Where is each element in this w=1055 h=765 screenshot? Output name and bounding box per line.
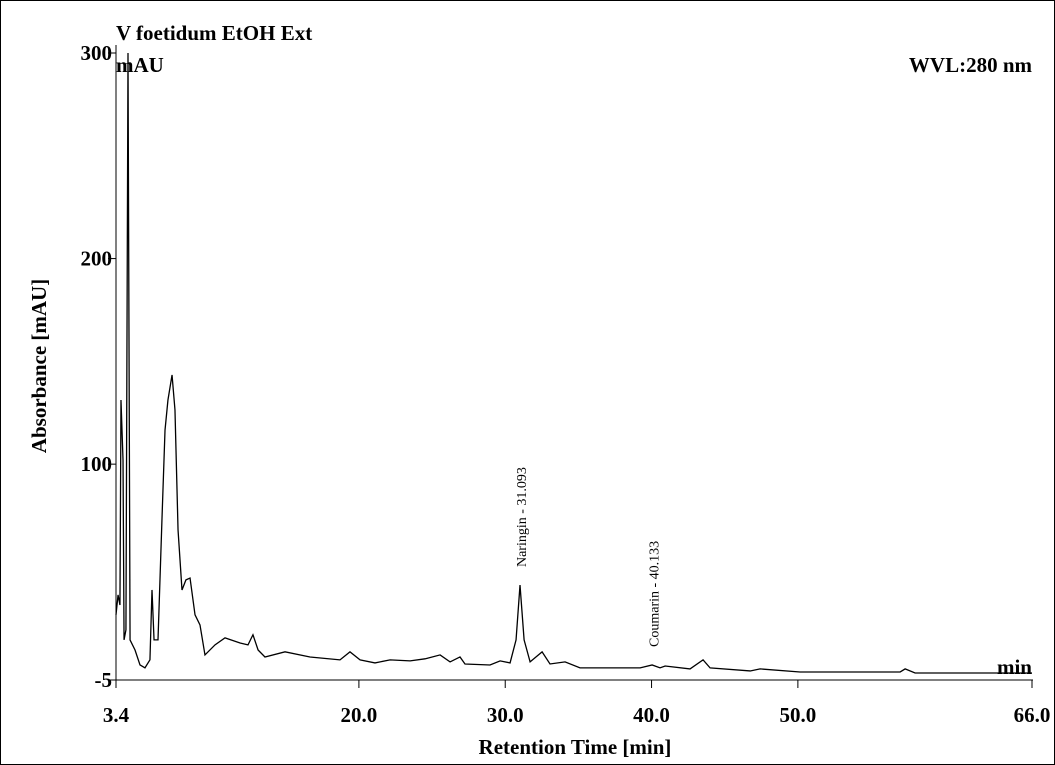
x-tick-label: 40.0	[633, 703, 670, 727]
y-tick-label: -5	[95, 668, 113, 692]
y-tick-label: 300	[81, 41, 113, 65]
x-unit: min	[997, 655, 1032, 679]
x-tick-label: 30.0	[487, 703, 524, 727]
peak-annotation: Naringin - 31.093	[515, 467, 530, 567]
wavelength: WVL:280 nm	[909, 53, 1033, 77]
y-tick-label: 200	[81, 247, 113, 271]
trace	[115, 52, 1032, 674]
x-tick-label: 66.0	[1014, 703, 1051, 727]
x-tick-label: 3.4	[103, 703, 130, 727]
peak-annotation: Coumarin - 40.133	[647, 541, 662, 647]
y-axis-label: Absorbance [mAU]	[27, 279, 51, 453]
chart-title: V foetidum EtOH Ext	[116, 21, 312, 45]
x-tick-label: 50.0	[780, 703, 817, 727]
y-unit: mAU	[116, 53, 164, 77]
y-tick-label: 100	[81, 452, 113, 476]
x-tick-label: 20.0	[341, 703, 378, 727]
x-axis-label: Retention Time [min]	[479, 735, 672, 759]
